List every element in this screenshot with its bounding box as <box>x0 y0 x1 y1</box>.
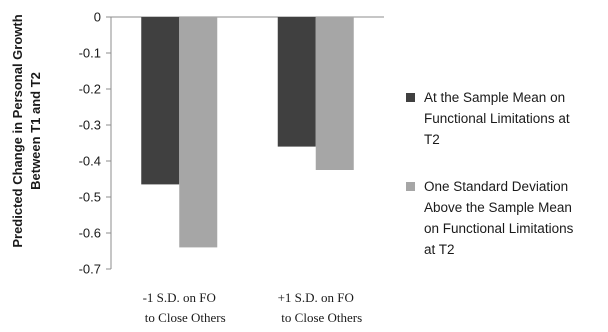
legend-label: T2 <box>424 132 440 147</box>
legend-swatch <box>406 93 415 102</box>
x-category-label: to Close Others <box>281 310 362 325</box>
legend-label: at T2 <box>424 242 455 257</box>
legend-label: Above the Sample Mean <box>424 200 572 215</box>
x-category-label: to Close Others <box>145 310 226 325</box>
legend: At the Sample Mean on Functional Limitati… <box>406 90 574 257</box>
y-axis-title-line: Between T1 and T2 <box>28 72 43 190</box>
y-axis-title-line: Predicted Change in Personal Growth <box>10 14 25 247</box>
legend-swatch <box>406 182 415 191</box>
bar-series2-cat1 <box>179 17 218 248</box>
y-axis-title: Predicted Change in Personal Growth Betwe… <box>10 14 43 247</box>
legend-label: At the Sample Mean on <box>424 90 565 105</box>
x-category-labels: -1 S.D. on FO to Close Others +1 S.D. on F… <box>143 290 363 325</box>
x-category-label: -1 S.D. on FO <box>143 290 216 305</box>
y-tick-label: -0.3 <box>79 118 101 133</box>
legend-label: Functional Limitations at <box>424 111 570 126</box>
legend-label: on Functional Limitations <box>424 221 574 236</box>
y-tick-label: -0.5 <box>79 190 101 205</box>
bar-series1-cat2 <box>277 17 316 147</box>
y-tick-label: -0.1 <box>79 46 101 61</box>
bar-series2-cat2 <box>315 17 354 170</box>
y-tick-label: -0.6 <box>79 226 101 241</box>
bar-series1-cat1 <box>141 17 180 185</box>
bars <box>141 17 354 248</box>
y-tick-label: -0.7 <box>79 262 101 277</box>
y-tick-label: 0 <box>94 10 101 25</box>
y-tick-label: -0.4 <box>79 154 101 169</box>
y-tick-label: -0.2 <box>79 82 101 97</box>
x-category-label: +1 S.D. on FO <box>278 290 354 305</box>
y-tick-labels: 0 -0.1 -0.2 -0.3 -0.4 -0.5 -0.6 -0.7 <box>79 10 111 277</box>
legend-label: One Standard Deviation <box>424 179 568 194</box>
